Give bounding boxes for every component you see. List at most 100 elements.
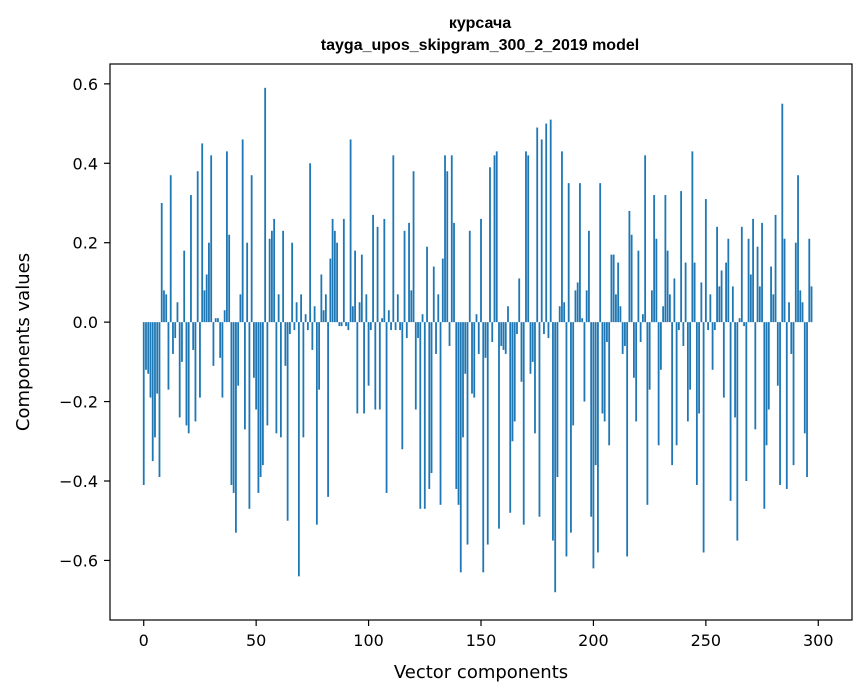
bar-216 [628, 210, 631, 323]
bar-175 [536, 127, 539, 323]
bar-218 [633, 322, 635, 378]
bar-39 [230, 322, 233, 485]
bar-135 [446, 171, 449, 323]
bar-81 [324, 294, 327, 323]
bar-144 [466, 322, 469, 545]
x-axis-ticks: 0 50 100 150 200 250 300 [139, 620, 834, 650]
bar-50 [255, 322, 258, 410]
bar-156 [493, 155, 496, 323]
bar-237 [675, 322, 678, 446]
x-tick-label: 200 [578, 631, 609, 650]
bar-227 [653, 195, 656, 323]
bar-193 [576, 282, 579, 323]
bar-164 [511, 322, 514, 442]
x-tick-label: 250 [691, 631, 722, 650]
y-tick-label: −0.4 [59, 472, 98, 491]
bar-105 [378, 322, 381, 410]
bar-132 [439, 322, 442, 505]
bar-69 [297, 322, 300, 577]
bar-107 [383, 218, 386, 323]
bar-238 [677, 322, 680, 331]
bar-241 [684, 262, 687, 323]
bar-131 [437, 294, 440, 323]
bar-126 [426, 246, 428, 323]
bar-53 [262, 322, 264, 466]
bar-254 [713, 322, 716, 331]
bar-199 [590, 322, 593, 517]
bar-112 [394, 322, 397, 331]
bar-26 [201, 143, 204, 323]
bar-115 [401, 322, 404, 450]
bar-211 [617, 262, 620, 323]
bar-48 [250, 175, 253, 323]
bar-272 [754, 322, 757, 430]
bar-154 [489, 167, 491, 323]
bar-145 [468, 230, 471, 323]
bar-180 [547, 322, 550, 339]
bar-7 [158, 322, 161, 478]
bar-84 [331, 218, 334, 323]
bar-141 [459, 322, 462, 573]
bar-264 [736, 322, 739, 541]
bar-290 [794, 242, 797, 323]
bar-6 [156, 322, 159, 394]
bar-24 [196, 171, 199, 323]
bar-17 [181, 322, 183, 362]
bar-202 [597, 322, 599, 553]
bar-110 [390, 322, 392, 331]
bar-195 [581, 318, 584, 323]
bar-8 [160, 203, 163, 323]
bar-75 [311, 322, 314, 350]
bar-275 [761, 222, 763, 323]
bar-151 [482, 322, 485, 573]
bar-183 [554, 322, 557, 593]
y-axis-label: Components values [13, 253, 34, 431]
bar-57 [270, 230, 273, 323]
bar-188 [565, 322, 568, 557]
bar-43 [239, 294, 242, 323]
bar-62 [282, 230, 285, 323]
bar-189 [567, 183, 570, 323]
bar-102 [372, 214, 374, 323]
bar-228 [655, 238, 658, 323]
bar-252 [709, 294, 712, 323]
bar-157 [495, 151, 498, 323]
bar-215 [626, 322, 629, 557]
bar-259 [725, 262, 727, 323]
bar-249 [702, 322, 705, 553]
bar-235 [671, 322, 674, 466]
bar-12 [169, 175, 172, 323]
bar-271 [752, 218, 754, 323]
bar-133 [441, 258, 444, 323]
bar-173 [531, 322, 534, 362]
bar-190 [570, 322, 572, 533]
bar-119 [410, 290, 413, 323]
bar-231 [662, 306, 665, 323]
bars-group [142, 87, 813, 593]
bar-198 [588, 230, 590, 323]
bar-106 [381, 318, 383, 323]
bar-121 [414, 322, 417, 410]
bar-86 [336, 242, 338, 323]
bar-265 [738, 318, 741, 323]
bar-283 [779, 322, 781, 485]
bar-54 [264, 87, 267, 323]
bar-80 [322, 310, 325, 323]
y-tick-label: −0.6 [59, 551, 98, 570]
bar-149 [477, 322, 480, 354]
bar-293 [801, 302, 804, 323]
bar-128 [430, 322, 433, 474]
bar-122 [417, 322, 419, 339]
bar-206 [606, 322, 608, 342]
bar-234 [668, 294, 671, 323]
bar-35 [221, 322, 224, 398]
x-tick-label: 100 [353, 631, 384, 650]
bar-177 [540, 139, 543, 323]
bar-85 [333, 230, 336, 323]
x-axis-label: Vector components [394, 662, 568, 683]
bar-125 [423, 322, 426, 509]
bar-159 [500, 322, 503, 346]
bar-89 [342, 218, 345, 323]
bar-148 [475, 314, 478, 323]
